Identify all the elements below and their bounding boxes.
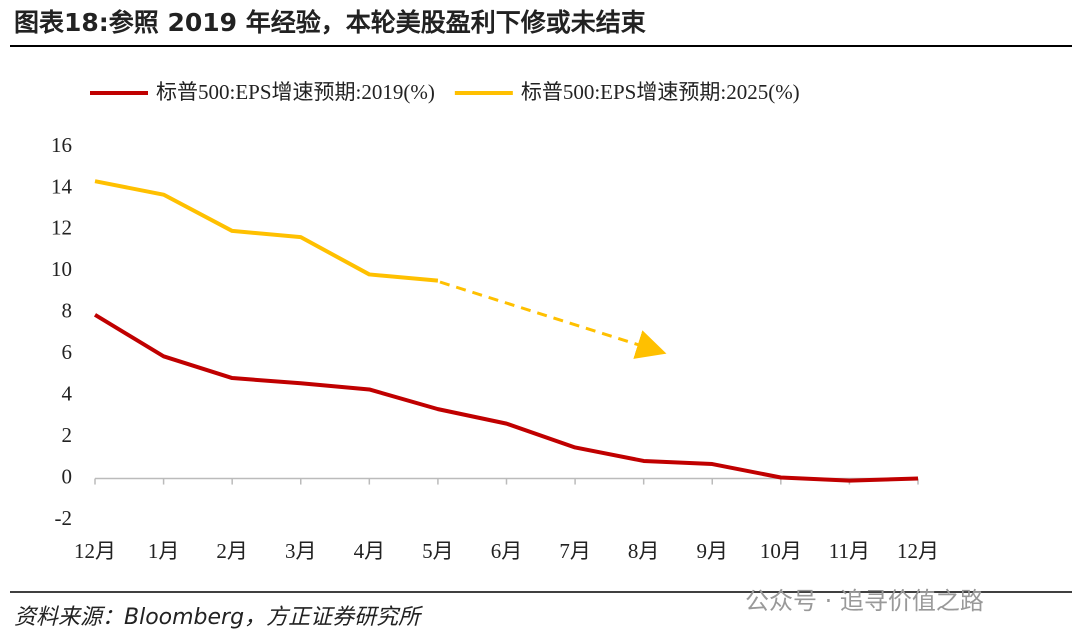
x-tick-label: 12月: [74, 539, 116, 563]
x-tick-label: 7月: [559, 539, 591, 563]
watermark: 公众号 · 追寻价值之路: [745, 587, 984, 615]
series-line: [93, 313, 919, 483]
series-line: [94, 179, 439, 283]
x-tick-label: 8月: [628, 539, 660, 563]
y-tick-label: 10: [51, 257, 72, 281]
y-tick-label: 8: [62, 299, 73, 323]
x-tick-label: 9月: [697, 539, 729, 563]
y-tick-label: -2: [55, 506, 73, 530]
trend-arrow: [439, 280, 667, 359]
x-tick-label: 3月: [285, 539, 317, 563]
legend-label: 标普500:EPS增速预期:2025(%): [521, 80, 800, 104]
x-tick-label: 4月: [354, 539, 386, 563]
y-tick-label: 4: [62, 381, 73, 405]
y-tick-label: 2: [62, 423, 73, 447]
legend-label: 标普500:EPS增速预期:2019(%): [156, 80, 435, 104]
y-tick-label: 16: [51, 133, 72, 157]
x-tick-label: 2月: [216, 539, 248, 563]
y-tick-label: 12: [51, 216, 72, 240]
x-tick-label: 12月: [897, 539, 939, 563]
x-tick-label: 10月: [760, 539, 802, 563]
x-tick-label: 11月: [829, 539, 870, 563]
x-tick-label: 6月: [491, 539, 523, 563]
y-tick-label: 0: [62, 464, 73, 488]
x-tick-label: 1月: [148, 539, 180, 563]
chart-title: 图表18:参照 2019 年经验，本轮美股盈利下修或未结束: [14, 8, 647, 37]
y-tick-label: 6: [62, 340, 73, 364]
y-tick-label: 14: [51, 174, 73, 198]
source: 资料来源：Bloomberg，方正证券研究所: [14, 605, 423, 630]
x-tick-label: 5月: [422, 539, 454, 563]
